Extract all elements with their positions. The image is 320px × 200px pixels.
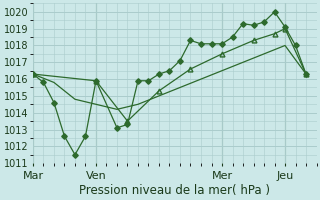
X-axis label: Pression niveau de la mer( hPa ): Pression niveau de la mer( hPa ) (79, 184, 270, 197)
